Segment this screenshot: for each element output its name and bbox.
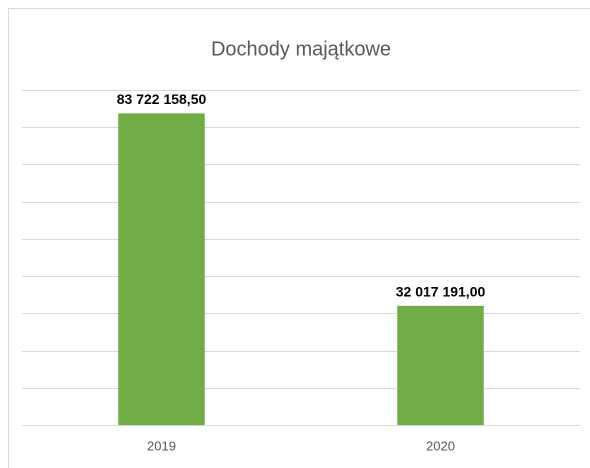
data-label: 83 722 158,50 [117,91,207,107]
chart-frame [8,8,590,468]
x-tick-label: 2019 [147,438,176,453]
chart-title: Dochody majątkowe [211,38,391,60]
bar [397,305,484,425]
data-label: 32 017 191,00 [396,284,486,300]
x-tick-label: 2020 [426,438,455,453]
bar [118,113,205,425]
